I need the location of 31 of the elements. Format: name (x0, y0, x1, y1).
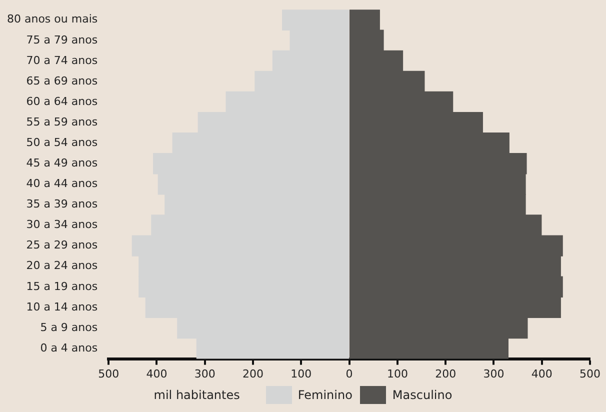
x-tick-label: 500 (98, 367, 120, 380)
y-tick-label: 80 anos ou mais (6, 12, 98, 26)
legend-label: Feminino (296, 387, 352, 404)
y-tick-label: 30 a 34 anos (26, 218, 98, 232)
y-tick-label: 75 a 79 anos (26, 33, 98, 46)
y-tick-label: 70 a 74 anos (26, 54, 98, 67)
x-tick-label: 300 (194, 367, 216, 380)
y-tick-label: 35 a 39 anos (26, 198, 98, 211)
x-tick-label: 100 (290, 367, 312, 380)
x-tick-label: 200 (435, 367, 456, 380)
x-tick-label: 0 (346, 367, 353, 380)
y-tick-label: 10 a 14 anos (26, 300, 98, 314)
y-tick-label: 40 a 44 anos (26, 177, 98, 190)
y-tick-label: 25 a 29 anos (26, 238, 98, 252)
x-tick-label: 200 (242, 367, 264, 380)
y-tick-label: 50 a 54 anos (26, 136, 98, 149)
y-tick-label: 5 a 9 anos (40, 320, 98, 334)
y-tick-label: 20 a 24 anos (26, 259, 98, 272)
y-tick-label: 65 a 69 anos (26, 74, 98, 88)
x-tick-label: 100 (386, 367, 408, 380)
x-tick-label: 300 (483, 367, 504, 380)
x-tick-label: 400 (531, 367, 552, 380)
x-axis-title: mil habitantes (154, 388, 240, 402)
y-tick-label: 0 a 4 anos (40, 341, 98, 354)
y-tick-label: 45 a 49 anos (26, 156, 98, 170)
legend-label: Masculino (391, 387, 452, 404)
x-tick-label: 500 (580, 367, 600, 380)
x-tick-label: 400 (146, 367, 168, 380)
y-tick-label: 55 a 59 anos (26, 115, 98, 128)
y-tick-label: 15 a 19 anos (26, 280, 98, 293)
y-tick-label: 60 a 64 anos (26, 94, 98, 108)
